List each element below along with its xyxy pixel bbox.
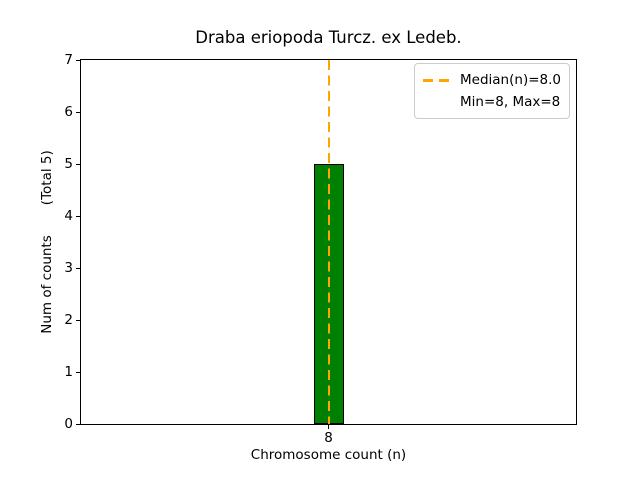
y-tick-label: 3 bbox=[64, 260, 73, 276]
y-tick-label: 6 bbox=[64, 104, 73, 120]
y-axis-label: Num of counts (Total 5) bbox=[39, 150, 55, 334]
legend-median-label: Median(n)=8.0 bbox=[460, 72, 561, 88]
y-tick-label: 1 bbox=[64, 364, 73, 380]
y-tick-mark bbox=[76, 267, 80, 269]
y-tick-label: 7 bbox=[64, 52, 73, 68]
y-tick-mark bbox=[76, 59, 80, 61]
legend: Median(n)=8.0 Min=8, Max=8 bbox=[414, 63, 570, 119]
legend-median-dashed-line-marker bbox=[423, 78, 450, 82]
y-tick-label: 0 bbox=[64, 416, 73, 432]
y-tick-mark bbox=[76, 111, 80, 113]
y-tick-label: 4 bbox=[64, 208, 73, 224]
y-tick-label: 2 bbox=[64, 312, 73, 328]
legend-empty-marker bbox=[423, 101, 449, 104]
y-tick-mark bbox=[76, 423, 80, 425]
plot-area: Median(n)=8.0 Min=8, Max=8 bbox=[80, 59, 577, 425]
x-tick-mark bbox=[328, 425, 329, 429]
y-tick-mark bbox=[76, 319, 80, 321]
y-tick-mark bbox=[76, 371, 80, 373]
x-axis-label: Chromosome count (n) bbox=[250, 447, 407, 463]
median-line bbox=[327, 60, 330, 424]
y-tick-mark bbox=[76, 215, 80, 217]
chart-title: Draba eriopoda Turcz. ex Ledeb. bbox=[195, 28, 462, 47]
y-tick-mark bbox=[76, 163, 80, 165]
y-tick-label: 5 bbox=[64, 156, 73, 172]
legend-row-minmax: Min=8, Max=8 bbox=[423, 91, 561, 113]
legend-minmax-label: Min=8, Max=8 bbox=[460, 94, 561, 110]
legend-row-median: Median(n)=8.0 bbox=[423, 69, 561, 91]
x-tick-label: 8 bbox=[324, 430, 333, 446]
